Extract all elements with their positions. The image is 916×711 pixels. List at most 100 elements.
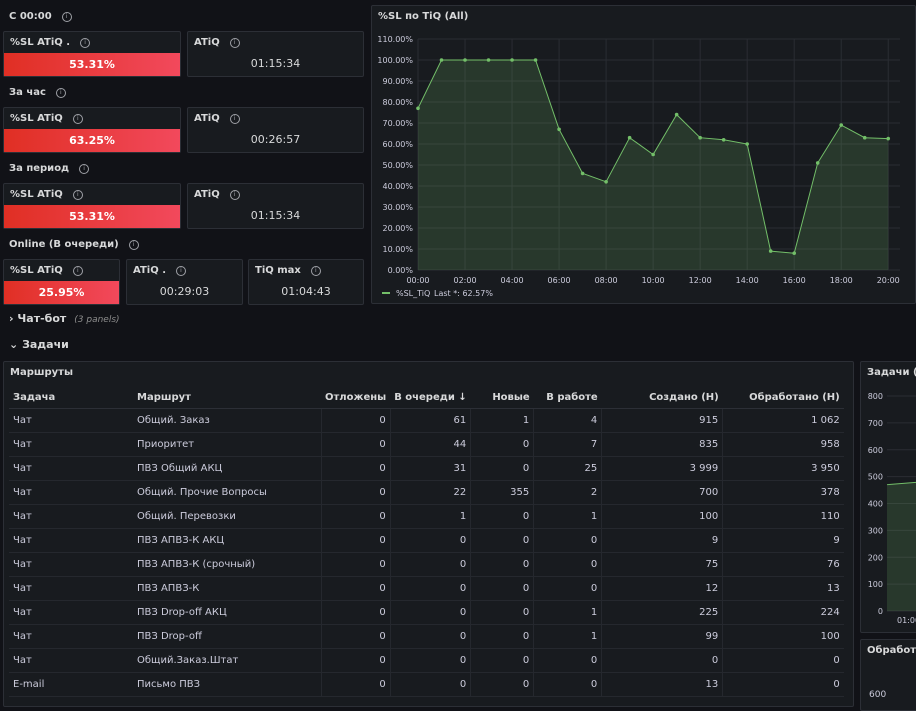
column-header-processed[interactable]: Обработано (Н) [722,386,844,409]
x-tick-label: 12:00 [689,276,712,285]
series-area [418,60,889,270]
y-tick-label: 600 [869,690,887,700]
x-tick-label: 00:00 [406,276,429,285]
y-tick-label: 400 [868,500,883,509]
info-icon[interactable]: i [128,240,139,250]
panel-title: TiQ max [255,265,301,276]
processing-chart-panel: Обработка 600 [860,639,916,711]
y-tick-label: 600 [868,446,883,455]
info-icon[interactable]: i [310,266,321,276]
data-point [604,180,608,184]
table-cell: 0 [320,648,391,673]
x-tick-label: 02:00 [453,276,476,285]
column-header-created[interactable]: Создано (Н) [601,386,723,409]
table-cell: 2 [533,480,602,505]
table-cell: 0 [389,576,471,601]
row-chatbot[interactable]: › Чат-бот (3 panels) [9,312,120,325]
atiq-value: 01:15:34 [250,209,301,222]
table-cell: 3 950 [722,456,844,481]
sl-value: 53.31% [4,53,180,76]
data-point [510,58,514,62]
y-tick-label: 100.00% [377,56,413,65]
y-tick-label: 700 [868,419,883,428]
table-cell: 700 [601,480,723,505]
data-point [533,58,538,62]
table-cell: 12 [601,576,723,601]
data-point [439,58,444,62]
table-cell: 0 [389,600,471,625]
y-tick-label: 200 [868,553,883,562]
table-cell: 0 [470,456,534,481]
table-cell: 100 [601,504,723,529]
sl-tiq-chart-panel: %SL по TiQ (All) 0.00% 10.00% 20.00% 30.00%… [371,5,916,304]
table-cell: 99 [601,624,723,649]
row-title: Чат-бот [17,312,67,325]
row-tasks[interactable]: ⌄ Задачи [9,338,69,351]
info-icon[interactable]: i [79,164,90,174]
table-cell: 0 [470,432,534,457]
y-tick-label: 20.00% [382,224,413,233]
x-tick-label: 14:00 [736,276,759,285]
row-title: Задачи [22,338,69,351]
sl-tiq-line-chart[interactable]: 0.00% 10.00% 20.00% 30.00% 40.00% 50.00% 60.00… [372,6,915,303]
info-icon[interactable]: i [55,88,66,98]
table-cell: 378 [722,480,844,505]
atiq-value: 01:15:34 [250,57,301,70]
table-cell: 0 [320,576,391,601]
table-cell: Чат [9,480,133,505]
column-header-in-queue[interactable]: В очереди ↓ [390,386,471,409]
table-cell: 0 [470,552,534,577]
data-point [557,127,561,132]
table-cell: 61 [389,408,471,433]
y-tick-label: 300 [868,526,883,535]
table-cell: 31 [389,456,471,481]
data-point [745,142,749,146]
chevron-down-icon: ⌄ [9,338,19,351]
table-cell: 1 [533,504,602,529]
panel-title: ATiQ [194,189,220,200]
data-point [886,136,891,141]
table-cell: 3 999 [601,456,723,481]
chart-title: %SL по TiQ (All) [378,11,469,22]
column-header-route[interactable]: Маршрут [133,386,321,409]
info-icon[interactable]: i [176,266,186,276]
info-icon[interactable]: i [229,38,240,48]
y-tick-label: 100 [868,580,883,589]
info-icon[interactable]: i [61,12,72,22]
panel-title: %SL ATiQ [10,265,63,276]
data-point [416,106,420,111]
table-cell: Чат [9,648,133,673]
tasks-line-chart[interactable]: 800 700 600 500 400 300 200 100 0 01:00 [861,362,916,632]
info-icon[interactable]: i [229,114,240,124]
panel-title: ATiQ . [133,265,166,276]
panel-title: ATiQ [194,37,220,48]
table-cell: Чат [9,528,133,553]
table-cell: 100 [722,624,844,649]
table-cell: 224 [722,600,844,625]
column-header-in-work[interactable]: В работе [533,386,602,409]
table-cell: 0 [601,648,723,673]
row-panel-count: (3 panels) [74,315,120,325]
table-cell: 0 [470,504,534,529]
y-tick-label: 800 [868,392,883,401]
info-icon[interactable]: i [72,190,83,200]
column-header-new[interactable]: Новые [470,386,534,409]
info-icon[interactable]: i [72,266,83,276]
table-row: Чат ПВЗ АПВЗ-К 0 0 0 0 12 13 [9,576,844,601]
info-icon[interactable]: i [80,38,91,48]
info-icon[interactable]: i [72,114,83,124]
data-point [674,112,679,117]
column-header-task[interactable]: Задача [9,386,133,409]
table-cell: 0 [722,672,844,697]
routes-table-panel: Маршруты Задача Маршрут Отложены В очере… [3,361,854,707]
sl-value: 63.25% [4,129,180,152]
table-cell: ПВЗ Drop-off [133,624,321,649]
table-cell: 0 [470,672,534,697]
table-cell: 0 [533,672,602,697]
column-header-deferred[interactable]: Отложены [321,386,391,409]
table-cell: 0 [533,648,602,673]
table-cell: Чат [9,576,133,601]
table-row: Чат Общий. Перевозки 0 1 0 1 100 110 [9,504,844,529]
y-tick-label: 50.00% [382,161,413,170]
info-icon[interactable]: i [229,190,240,200]
